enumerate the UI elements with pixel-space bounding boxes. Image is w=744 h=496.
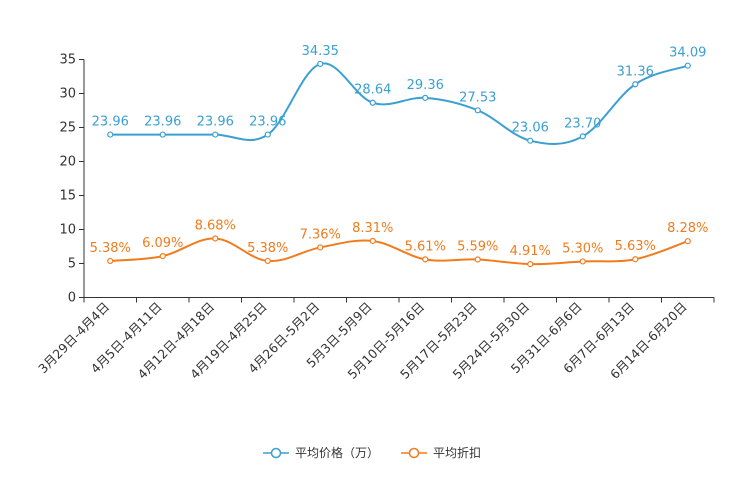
data-label: 23.96 (249, 115, 286, 130)
y-tick-label: 20 (59, 155, 76, 170)
data-label: 5.30% (562, 241, 603, 256)
data-point (474, 107, 481, 114)
data-point (579, 258, 586, 265)
data-point (422, 94, 429, 101)
y-tick-label: 35 (59, 53, 76, 68)
series-line (110, 62, 689, 145)
data-point (632, 81, 639, 88)
data-label: 23.06 (512, 121, 549, 136)
x-axis: 3月29日-4月4日4月5日-4月11日4月12日-4月18日4月19日-4月2… (35, 297, 715, 382)
data-point (264, 131, 271, 138)
data-point (579, 133, 586, 140)
data-point (317, 244, 324, 251)
legend-avg-discount-icon (401, 447, 427, 458)
y-tick-label: 5 (68, 257, 76, 272)
data-label: 6.09% (142, 236, 183, 251)
data-label: 4.91% (510, 244, 551, 259)
data-point (684, 62, 691, 69)
data-label: 5.38% (90, 241, 131, 256)
legend-item-avg-price[interactable]: 平均价格（万） (262, 444, 379, 461)
data-point (317, 60, 324, 68)
y-tick-label: 15 (59, 189, 76, 204)
series-1: 5.38% 6.09% 8.68% 5.38% 7.36% 8.31% 5.61% 5.59%… (90, 218, 708, 268)
data-point (159, 252, 166, 260)
data-label: 31.36 (617, 64, 654, 79)
legend-label-avg-discount: 平均折扣 (433, 446, 482, 460)
data-label: 8.68% (195, 218, 236, 233)
data-point (107, 131, 114, 138)
data-point (107, 257, 114, 265)
data-label: 8.31% (352, 221, 393, 236)
series-line (110, 237, 689, 266)
data-label: 7.36% (300, 227, 341, 242)
series-0: 23.96 23.96 23.96 23.96 34.35 28.64 29.36 27.53… (92, 44, 706, 145)
data-label: 5.38% (247, 241, 288, 256)
y-tick-label: 25 (59, 121, 76, 136)
y-axis: 0 5 10 15 20 25 30 35 (59, 53, 85, 306)
data-label: 34.09 (669, 46, 706, 61)
data-point (527, 261, 534, 268)
data-label: 23.96 (92, 115, 129, 130)
data-label: 5.59% (457, 239, 498, 254)
data-label: 23.70 (564, 116, 601, 131)
y-tick-label: 0 (68, 291, 76, 306)
data-point (369, 237, 376, 245)
data-point (159, 131, 166, 138)
data-label: 5.61% (405, 239, 446, 254)
series-layer: 23.96 23.96 23.96 23.96 34.35 28.64 29.36 27.53… (90, 44, 708, 268)
data-point (474, 256, 481, 263)
data-label: 23.96 (144, 115, 181, 130)
y-tick-label: 10 (59, 223, 76, 238)
data-point (527, 137, 534, 144)
data-label: 5.63% (615, 239, 656, 254)
legend: 平均价格（万） 平均折扣 (0, 444, 744, 461)
data-point (264, 257, 271, 265)
data-point (422, 256, 429, 263)
legend-item-avg-discount[interactable]: 平均折扣 (401, 444, 481, 461)
data-label: 23.96 (197, 115, 234, 130)
data-point (212, 131, 219, 138)
data-label: 8.28% (667, 221, 708, 236)
data-point (632, 256, 639, 263)
legend-avg-price-icon (262, 447, 289, 458)
data-label: 27.53 (459, 90, 496, 105)
data-point (212, 235, 219, 242)
y-tick-label: 30 (59, 87, 76, 102)
data-point (684, 238, 691, 245)
data-label: 34.35 (302, 44, 339, 59)
legend-label-avg-price: 平均价格（万） (294, 446, 379, 460)
data-label: 28.64 (354, 83, 391, 98)
data-label: 29.36 (407, 78, 444, 93)
data-point (369, 99, 376, 106)
